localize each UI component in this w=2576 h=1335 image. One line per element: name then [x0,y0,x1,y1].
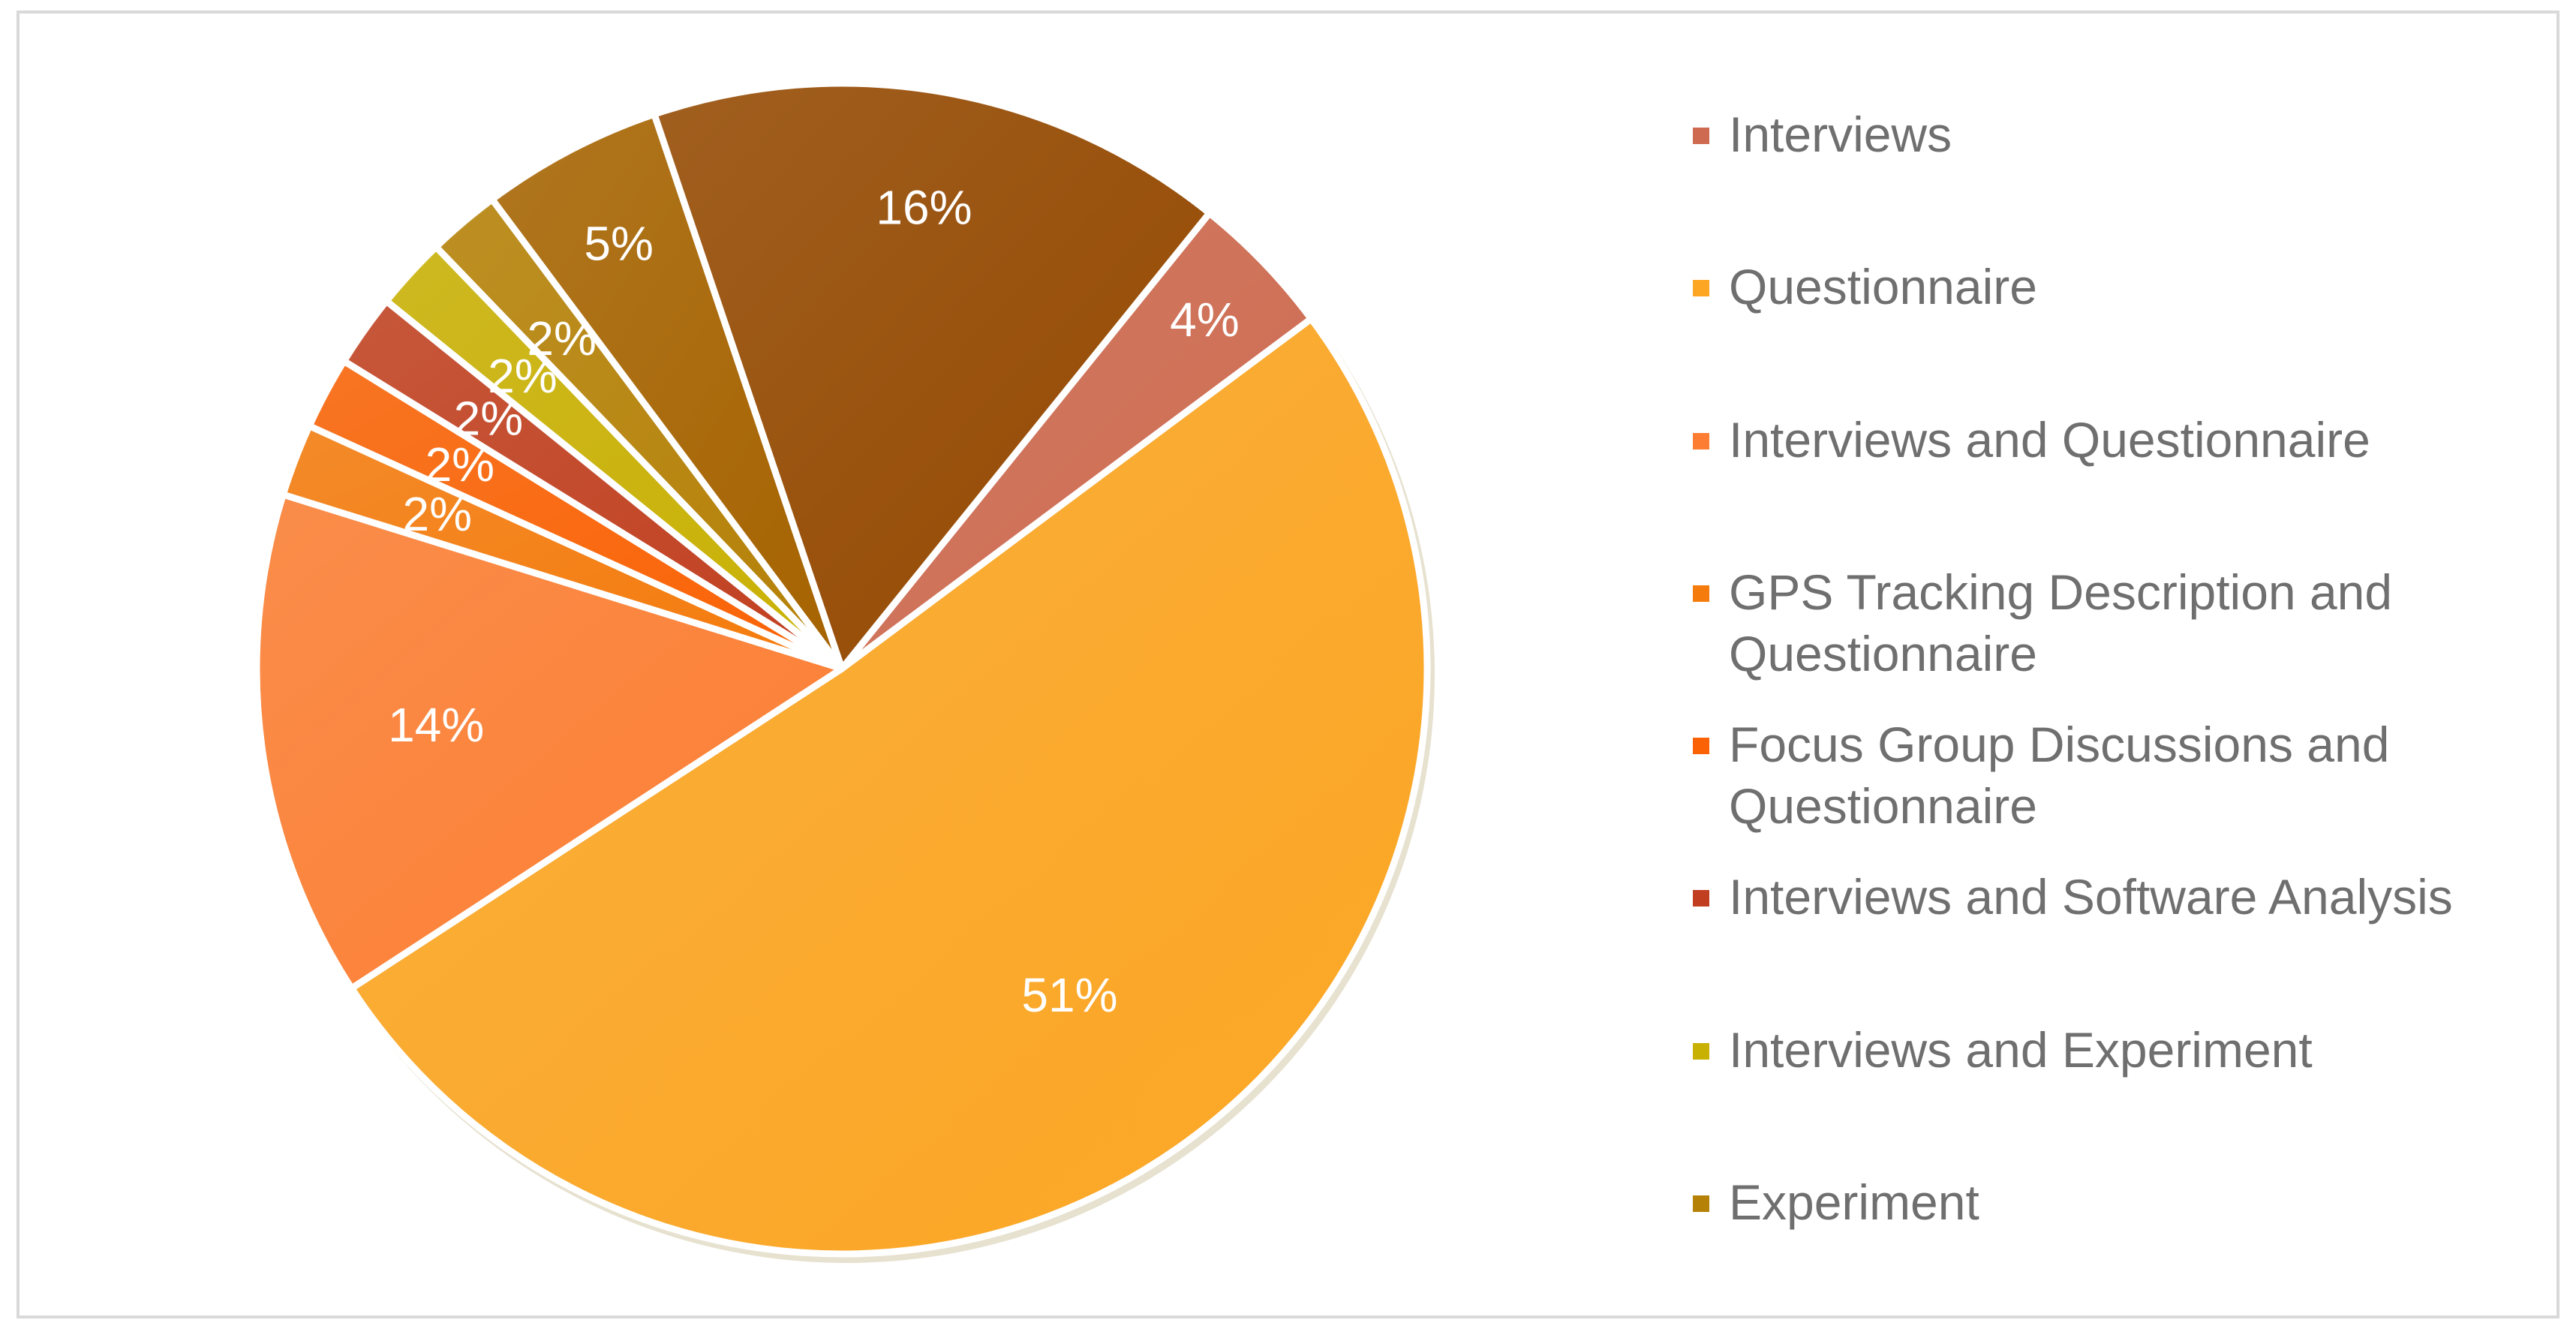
pie-labels: 4%51%14%2%2%2%2%2%5%16% [388,181,1239,1022]
legend-item-6: Interviews and Experiment [1693,1019,2556,1081]
legend-label-7: Experiment [1729,1174,1979,1230]
slice-label-0: 4% [1170,293,1240,347]
chart-legend: Interviews Questionnaire Interviews and Qu… [1693,104,2556,1259]
legend-swatch-7 [1693,1195,1709,1212]
slice-label-5: 2% [454,391,524,445]
slice-label-2: 14% [388,698,484,752]
legend-item-7: Experiment [1693,1171,2556,1233]
pie-slices [253,80,1431,1258]
pie-slice-8 [488,110,846,672]
legend-swatch-6 [1693,1043,1709,1060]
legend-swatch-3 [1693,585,1709,602]
legend-item-3: GPS Tracking Description and Questionnai… [1693,561,2556,684]
legend-label-0: Interviews [1729,107,1952,162]
legend-item-5: Interviews and Software Analysis [1693,866,2556,928]
legend-label-6: Interviews and Experiment [1729,1022,2313,1078]
slice-label-9: 16% [876,181,972,235]
pie-chart: 4%51%14%2%2%2%2%2%5%16% [253,80,1435,1263]
legend-swatch-1 [1693,280,1709,296]
slice-label-3: 2% [403,487,473,541]
legend-label-4: Focus Group Discussions and Questionnair… [1729,717,2390,834]
legend-label-5: Interviews and Software Analysis [1729,869,2453,925]
pie-slice-9 [651,80,1213,672]
legend-swatch-5 [1693,890,1709,907]
legend-label-2: Interviews and Questionnaire [1729,412,2370,468]
legend-item-4: Focus Group Discussions and Questionnair… [1693,714,2556,837]
legend-item-2: Interviews and Questionnaire [1693,409,2556,471]
legend-label-3: GPS Tracking Description and Questionnai… [1729,564,2393,681]
legend-item-1: Questionnaire [1693,256,2556,317]
chart-frame: 4% 51% 14% 2% 2% 2% 2% 2% 5% 16% Interviews Questi… [17,11,2559,1318]
slice-label-1: 51% [1021,968,1117,1022]
legend-swatch-4 [1693,738,1709,754]
pie-slice-1 [348,315,1431,1258]
legend-item-0: Interviews [1693,104,2556,165]
legend-swatch-0 [1693,128,1709,144]
legend-label-1: Questionnaire [1729,259,2037,314]
slice-label-4: 2% [425,437,495,492]
legend-swatch-2 [1693,433,1709,450]
slice-label-7: 2% [527,311,597,365]
pie-slice-2 [253,491,846,992]
slice-label-6: 2% [488,349,558,403]
slice-label-8: 5% [584,217,654,271]
